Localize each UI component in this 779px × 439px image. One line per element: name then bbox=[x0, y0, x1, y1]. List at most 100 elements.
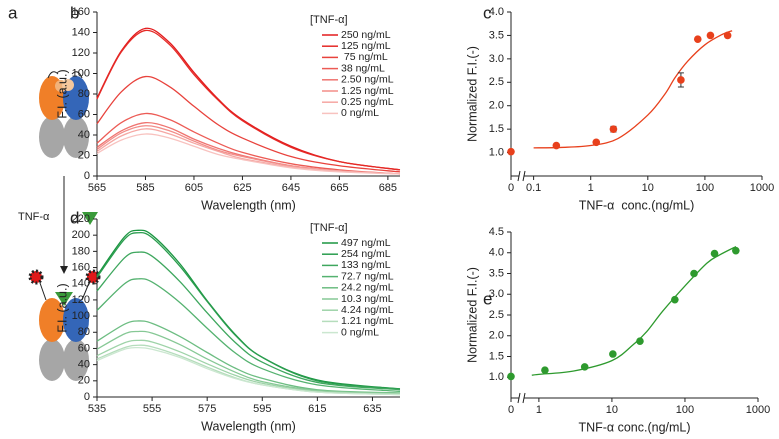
y-tick-label: 80 bbox=[78, 326, 90, 338]
data-point bbox=[710, 249, 719, 258]
x-tick-label: 10 bbox=[642, 182, 654, 194]
x-axis-title: Wavelength (nm) bbox=[201, 419, 296, 433]
legend-label: 4.24 ng/mL bbox=[341, 304, 394, 316]
domain bbox=[63, 339, 89, 381]
data-point bbox=[732, 246, 740, 255]
y-axis-title: Normalized F.I.(-) bbox=[465, 46, 479, 142]
y-axis-title: F.I. (a.u.) bbox=[55, 69, 69, 118]
y-tick-label: 4.0 bbox=[489, 247, 504, 259]
y-tick-label: 2.5 bbox=[489, 76, 504, 88]
y-tick-label: 4.0 bbox=[489, 6, 504, 18]
fit-curve bbox=[531, 245, 737, 376]
x-tick-label: 1000 bbox=[750, 182, 774, 194]
data-point bbox=[592, 138, 601, 147]
y-tick-label: 2.0 bbox=[489, 100, 504, 112]
y-axis-title: F.I. (a.u.) bbox=[55, 283, 69, 332]
domain bbox=[39, 298, 65, 342]
legend-label: 0 ng/mL bbox=[341, 326, 379, 338]
axis-break bbox=[518, 234, 520, 244]
y-tick-label: 220 bbox=[72, 213, 90, 225]
x-tick-label: 615 bbox=[308, 403, 326, 415]
spectrum-line bbox=[96, 122, 401, 175]
x-tick-label: 100 bbox=[696, 182, 714, 194]
x-tick-label: 10 bbox=[606, 404, 618, 416]
tnf-triangle bbox=[82, 212, 98, 225]
x-axis-title: TNF-α conc.(ng/mL) bbox=[579, 198, 695, 212]
legend-label: 38 ng/mL bbox=[341, 62, 385, 74]
x-tick-label: 0 bbox=[508, 404, 514, 416]
y-tick-label: 100 bbox=[72, 310, 90, 322]
x-tick-label: 595 bbox=[253, 403, 271, 415]
y-tick-label: 100 bbox=[72, 67, 90, 79]
x-tick-label: 565 bbox=[88, 182, 106, 194]
x-tick-label: 575 bbox=[198, 403, 216, 415]
y-axis-title: Normalized F.I.(-) bbox=[465, 267, 479, 363]
x-tick-label: 645 bbox=[282, 182, 300, 194]
y-tick-label: 160 bbox=[72, 6, 90, 18]
legend-label: 0.25 ng/mL bbox=[341, 96, 394, 108]
schematic: a TNF-α bbox=[8, 3, 101, 381]
panel-label: c bbox=[483, 3, 492, 22]
spectrum-line bbox=[96, 251, 401, 391]
data-point bbox=[677, 76, 685, 84]
fluorophore bbox=[28, 269, 44, 285]
legend-label: 250 ng/mL bbox=[341, 29, 391, 41]
legend-label: 125 ng/mL bbox=[341, 40, 391, 52]
spectrum-line bbox=[96, 330, 401, 395]
y-tick-label: 3.0 bbox=[489, 288, 504, 300]
x-tick-label: 685 bbox=[379, 182, 397, 194]
y-tick-label: 0 bbox=[84, 170, 90, 182]
spectrum-line bbox=[96, 278, 401, 392]
spectrum-line bbox=[96, 128, 401, 175]
y-tick-label: 20 bbox=[78, 149, 90, 161]
y-tick-label: 40 bbox=[78, 129, 90, 141]
panel-label: e bbox=[483, 289, 492, 308]
x-tick-label: 1 bbox=[536, 404, 542, 416]
data-point bbox=[541, 366, 549, 374]
y-tick-label: 0 bbox=[84, 391, 90, 403]
y-tick-label: 2.5 bbox=[489, 309, 504, 321]
x-tick-label: 555 bbox=[143, 403, 161, 415]
chart-panel: c 1.0 1.5 2.0 2.5 3.0 3.5 4.0 0 0.1 1 10 100 1000 TNF-… bbox=[465, 3, 774, 212]
legend-label: 2.50 ng/mL bbox=[341, 74, 394, 86]
x-tick-label: 1 bbox=[588, 182, 594, 194]
spectrum-line bbox=[96, 231, 401, 390]
spectrum-line bbox=[96, 112, 401, 175]
x-tick-label: 100 bbox=[676, 404, 694, 416]
data-point bbox=[723, 31, 732, 40]
y-tick-label: 120 bbox=[72, 294, 90, 306]
x-tick-label: 625 bbox=[233, 182, 251, 194]
y-tick-label: 40 bbox=[78, 359, 90, 371]
x-tick-label: 605 bbox=[185, 182, 203, 194]
spectrum-line bbox=[96, 125, 401, 175]
y-tick-label: 60 bbox=[78, 108, 90, 120]
spectrum-line bbox=[96, 29, 401, 171]
fluorophore bbox=[85, 269, 101, 285]
y-tick-label: 3.5 bbox=[489, 29, 504, 41]
data-point bbox=[690, 269, 698, 278]
linker bbox=[47, 71, 83, 79]
y-tick-label: 4.5 bbox=[489, 226, 504, 238]
x-tick-label: 665 bbox=[330, 182, 348, 194]
axis-break bbox=[518, 14, 520, 24]
y-tick-label: 3.5 bbox=[489, 267, 504, 279]
panel-label: d bbox=[70, 208, 79, 227]
y-tick-label: 1.0 bbox=[489, 371, 504, 383]
x-tick-label: 635 bbox=[363, 403, 381, 415]
reagent-label: TNF-α bbox=[18, 211, 50, 223]
domain bbox=[39, 339, 65, 381]
data-point bbox=[706, 31, 715, 40]
legend-title: [TNF-α] bbox=[310, 14, 348, 26]
legend-title: [TNF-α] bbox=[310, 222, 348, 234]
axis-break bbox=[517, 392, 526, 404]
y-tick-label: 140 bbox=[72, 26, 90, 38]
y-tick-label: 180 bbox=[72, 245, 90, 257]
x-axis-title: TNF-α conc.(ng/mL) bbox=[578, 420, 690, 434]
x-tick-label: 0 bbox=[508, 182, 514, 194]
chart-panel: b 0 20 40 60 80 100 120 140 160 565 585 605 625 645 665… bbox=[55, 3, 401, 212]
x-axis-title: Wavelength (nm) bbox=[201, 198, 296, 212]
panel-label: b bbox=[70, 3, 79, 22]
y-tick-label: 120 bbox=[72, 47, 90, 59]
y-tick-label: 80 bbox=[78, 88, 90, 100]
